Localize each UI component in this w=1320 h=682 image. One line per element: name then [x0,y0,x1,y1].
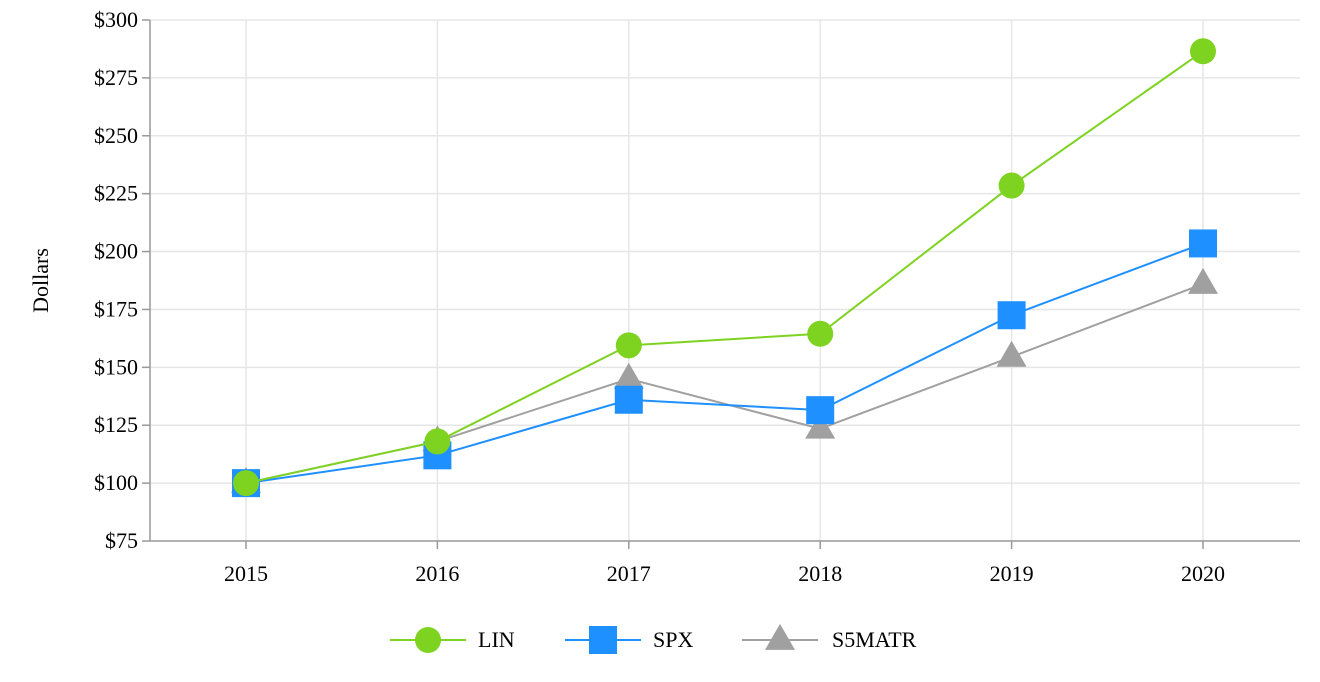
legend-label-s5matr: S5MATR [832,627,917,652]
data-point-spx-2017 [614,385,643,414]
data-point-s5matr-2018 [805,412,836,439]
data-point-spx-2019 [997,301,1026,330]
legend-marker-spx [589,626,617,654]
x-tick-label: 2018 [798,561,842,586]
legend-item-lin: LIN [390,627,515,653]
data-point-s5matr-2019 [996,340,1027,367]
axes: $75 $100 $125 $150 $175 $200 $225 $250 $275 $300 2… [28,7,1300,586]
x-tick-label: 2020 [1181,561,1225,586]
series-spx [232,229,1217,498]
data-point-s5matr-2020 [1188,267,1218,294]
series-line-spx [245,242,1204,485]
y-tick-label: $175 [94,296,138,321]
gridlines [150,19,1300,541]
data-point-spx-2020 [1189,229,1217,258]
series-line-s5matr [245,283,1204,485]
y-tick-label: $200 [94,239,138,264]
data-point-lin-2017 [615,332,642,359]
y-tick-label: $125 [94,412,138,437]
series-group [231,38,1218,498]
x-tick-label: 2019 [990,561,1034,586]
data-point-lin-2019 [998,172,1025,199]
y-axis-title: Dollars [28,248,53,313]
series-lin [233,38,1216,497]
data-point-lin-2016 [424,428,451,455]
series-line-lin [245,50,1204,485]
y-tick-label: $250 [94,123,138,148]
x-tick-label: 2015 [224,561,268,586]
legend: LIN SPX S5MATR [390,623,917,654]
x-tick-label: 2017 [607,561,651,586]
data-point-lin-2020 [1190,38,1216,65]
series-s5matr [231,267,1218,493]
y-tick-label: $225 [94,181,138,206]
legend-label-spx: SPX [653,627,693,652]
data-point-lin-2018 [807,320,834,347]
y-tick-label: $275 [94,65,138,90]
y-tick-label: $150 [94,354,138,379]
legend-item-spx: SPX [565,626,693,654]
legend-marker-lin [415,627,441,653]
legend-marker-s5matr [765,623,795,650]
legend-item-s5matr: S5MATR [742,623,917,652]
legend-label-lin: LIN [478,627,515,652]
data-point-spx-2018 [806,396,835,425]
data-point-s5matr-2017 [613,362,644,389]
y-tick-label: $75 [105,528,138,553]
data-point-lin-2015 [233,470,259,497]
y-tick-label: $100 [94,470,138,495]
x-tick-label: 2016 [415,561,459,586]
y-tick-label: $300 [94,7,138,32]
